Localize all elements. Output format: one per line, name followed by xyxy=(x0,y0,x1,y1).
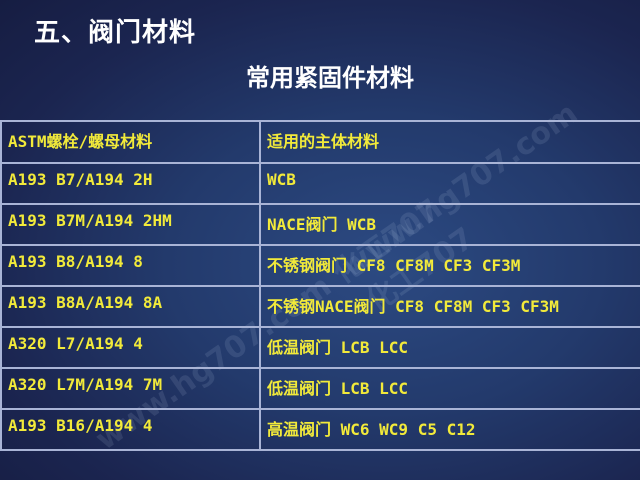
cell-bolt-nut: A193 B8/A194 8 xyxy=(0,244,261,287)
table-row: A193 B7M/A194 2HM NACE阀门 WCB xyxy=(0,203,640,246)
header-bolt-nut-material: ASTM螺栓/螺母材料 xyxy=(0,120,261,164)
slide-subtitle: 常用紧固件材料 xyxy=(246,64,414,92)
cell-body: NACE阀门 WCB xyxy=(259,203,640,246)
cell-body: 低温阀门 LCB LCC xyxy=(259,326,640,369)
table-row: A193 B16/A194 4 高温阀门 WC6 WC9 C5 C12 xyxy=(0,408,640,451)
cell-bolt-nut: A193 B7M/A194 2HM xyxy=(0,203,261,246)
cell-bolt-nut: A193 B7/A194 2H xyxy=(0,162,261,205)
cell-body: WCB xyxy=(259,162,640,205)
table-row: A193 B7/A194 2H WCB xyxy=(0,162,640,205)
cell-body: 低温阀门 LCB LCC xyxy=(259,367,640,410)
slide-title: 五、阀门材料 xyxy=(34,18,197,48)
cell-bolt-nut: A320 L7/A194 4 xyxy=(0,326,261,369)
table-row: A320 L7M/A194 7M 低温阀门 LCB LCC xyxy=(0,367,640,410)
table-row: A193 B8/A194 8 不锈钢阀门 CF8 CF8M CF3 CF3M xyxy=(0,244,640,287)
table-row: A320 L7/A194 4 低温阀门 LCB LCC xyxy=(0,326,640,369)
cell-bolt-nut: A320 L7M/A194 7M xyxy=(0,367,261,410)
cell-bolt-nut: A193 B16/A194 4 xyxy=(0,408,261,451)
cell-bolt-nut: A193 B8A/A194 8A xyxy=(0,285,261,328)
cell-body: 不锈钢NACE阀门 CF8 CF8M CF3 CF3M xyxy=(259,285,640,328)
cell-body: 不锈钢阀门 CF8 CF8M CF3 CF3M xyxy=(259,244,640,287)
table-row: A193 B8A/A194 8A 不锈钢NACE阀门 CF8 CF8M CF3 C… xyxy=(0,285,640,328)
cell-body: 高温阀门 WC6 WC9 C5 C12 xyxy=(259,408,640,451)
header-body-material: 适用的主体材料 xyxy=(259,120,640,164)
table-header-row: ASTM螺栓/螺母材料 适用的主体材料 xyxy=(0,120,640,164)
fastener-materials-table: ASTM螺栓/螺母材料 适用的主体材料 A193 B7/A194 2H WCB A… xyxy=(0,120,640,451)
